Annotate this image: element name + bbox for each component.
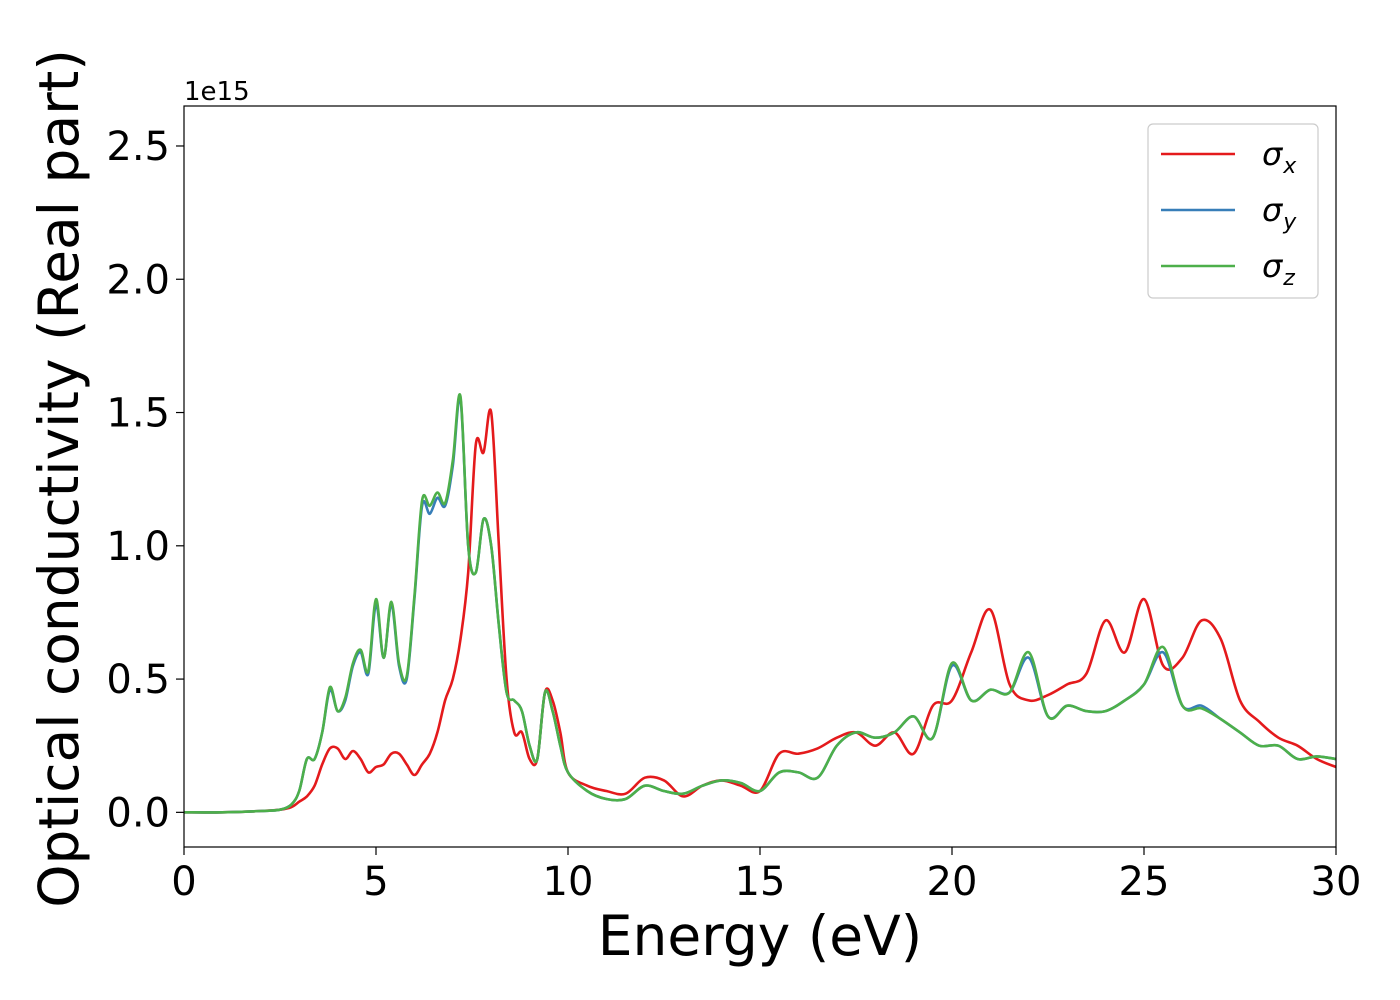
x-tick-label: 0 bbox=[171, 859, 196, 905]
y-tick-label: 1.0 bbox=[106, 524, 170, 570]
x-tick-label: 30 bbox=[1311, 859, 1362, 905]
x-tick-label: 10 bbox=[543, 859, 594, 905]
y-tick-label: 2.5 bbox=[106, 124, 170, 170]
series-layer bbox=[183, 393, 1337, 814]
x-tick-label: 20 bbox=[927, 859, 978, 905]
x-tick-label: 25 bbox=[1119, 859, 1170, 905]
y-tick-label: 1.5 bbox=[106, 391, 170, 437]
y-axis: 0.0 0.5 1.0 1.5 2.0 2.5 bbox=[106, 124, 184, 836]
legend-subscript: y bbox=[1282, 210, 1297, 235]
y-tick-label: 0.0 bbox=[106, 790, 170, 836]
x-tick-label: 15 bbox=[735, 859, 786, 905]
y-offset-label: 1e15 bbox=[184, 77, 250, 107]
legend-subscript: z bbox=[1282, 266, 1295, 291]
series-line-x bbox=[183, 408, 1337, 814]
x-axis: 0 5 10 15 20 25 30 bbox=[171, 847, 1361, 905]
series-line-z bbox=[183, 393, 1337, 814]
y-tick-label: 2.0 bbox=[106, 257, 170, 303]
x-axis-title: Energy (eV) bbox=[598, 904, 922, 968]
y-axis-title: Optical conductivity (Real part) bbox=[27, 49, 91, 908]
x-tick-label: 5 bbox=[363, 859, 388, 905]
y-tick-label: 0.5 bbox=[106, 657, 170, 703]
legend-subscript: x bbox=[1282, 154, 1297, 179]
